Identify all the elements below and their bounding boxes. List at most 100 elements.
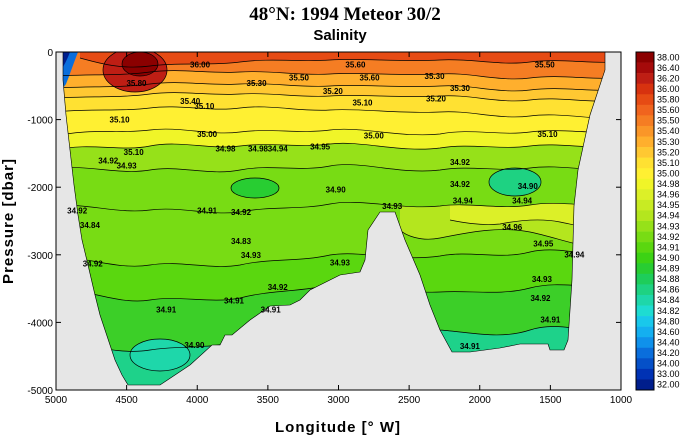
colorbar-label: 34.91 xyxy=(657,242,680,252)
contour-label: 35.10 xyxy=(124,148,145,157)
contour-label: 35.20 xyxy=(323,87,344,96)
contour-label: 35.10 xyxy=(110,115,131,124)
colorbar-label: 34.00 xyxy=(657,359,680,369)
colorbar-swatch xyxy=(636,294,654,306)
cold-corner-inner xyxy=(63,52,70,74)
contour-label: 34.93 xyxy=(382,202,403,211)
colorbar-swatch xyxy=(636,136,654,148)
colorbar-label: 34.20 xyxy=(657,348,680,358)
colorbar-label: 33.00 xyxy=(657,369,680,379)
contour-label: 34.96 xyxy=(502,223,523,232)
salinity-field xyxy=(63,52,605,385)
contour-label: 34.92 xyxy=(450,180,471,189)
contour-label: 34.92 xyxy=(231,208,252,217)
colorbar-label: 34.40 xyxy=(657,337,680,347)
colorbar-swatch xyxy=(636,316,654,327)
chart-subtitle: Salinity xyxy=(313,27,367,44)
colorbar-swatch xyxy=(636,221,654,232)
contour-label: 34.95 xyxy=(533,240,554,249)
colorbar-label: 35.80 xyxy=(657,95,680,105)
colorbar-label: 36.20 xyxy=(657,73,680,83)
colorbar-label: 34.98 xyxy=(657,179,680,189)
y-tick-label: -4000 xyxy=(27,318,53,329)
contour-label: 34.91 xyxy=(224,296,245,305)
hot-core-inner xyxy=(122,52,158,76)
contour-label: 35.20 xyxy=(426,94,447,103)
contour-label: 35.50 xyxy=(535,61,556,70)
colorbar-label: 34.86 xyxy=(657,285,680,295)
colorbar-swatch xyxy=(636,178,654,190)
contour-labels: 36.00 35.60 35.50 35.80 35.30 35.50 35.60 35.30… xyxy=(67,61,585,351)
x-tick-label: 4000 xyxy=(186,395,209,406)
y-tick-label: -2000 xyxy=(27,183,53,194)
contour-label: 34.93 xyxy=(532,275,553,284)
x-tick-label: 1000 xyxy=(610,395,633,406)
colorbar-label: 34.80 xyxy=(657,316,680,326)
colorbar-label: 32.00 xyxy=(657,380,680,390)
x-tick-label: 5000 xyxy=(45,395,68,406)
x-axis-label: Longitude [° W] xyxy=(275,419,401,436)
topography-outline xyxy=(62,52,606,386)
fresh-patch-2 xyxy=(231,178,279,198)
contour-label: 34.93 xyxy=(241,251,262,260)
contour-label: 34.92 xyxy=(268,283,289,292)
colorbar-swatch xyxy=(636,115,654,127)
contour-label: 34.91 xyxy=(261,305,282,314)
colorbar-swatch xyxy=(636,347,654,359)
contour-label: 34.92 xyxy=(450,158,471,167)
contour-label: 34.90 xyxy=(518,182,539,191)
contour-label: 35.10 xyxy=(538,130,559,139)
contour-label: 35.50 xyxy=(289,73,310,82)
colorbar-label: 34.90 xyxy=(657,253,680,263)
colorbar-label: 34.84 xyxy=(657,295,680,305)
colorbar-frame xyxy=(635,51,655,391)
colorbar-swatch xyxy=(636,73,654,84)
contour-label: 34.93 xyxy=(117,161,138,170)
fresh-patch xyxy=(489,168,541,196)
colorbar-label: 34.94 xyxy=(657,211,680,221)
contour-label: 34.90 xyxy=(184,341,205,350)
contour-label: 35.60 xyxy=(345,61,366,70)
contour-label: 34.92 xyxy=(530,294,551,303)
fresh-patch-3 xyxy=(130,339,190,371)
contour-label: 34.84 xyxy=(80,221,101,230)
colorbar-swatch xyxy=(636,358,654,370)
y-tick-label: 0 xyxy=(47,48,53,59)
chart-title: 48°N: 1994 Meteor 30/2 xyxy=(249,4,440,25)
y-axis-ticks: 0 -1000 -2000 -3000 -4000 -5000 xyxy=(27,48,621,397)
colorbar-swatch xyxy=(636,242,654,253)
contour-label: 35.80 xyxy=(126,79,147,88)
contour-label: 34.91 xyxy=(460,342,481,351)
cold-corner xyxy=(63,52,78,92)
colorbar-label: 36.40 xyxy=(657,63,680,73)
colorbar-label: 34.60 xyxy=(657,327,680,337)
colorbar-label: 35.60 xyxy=(657,105,680,115)
colorbar-swatch xyxy=(636,284,654,296)
y-tick-label: -3000 xyxy=(27,251,53,262)
colorbar-label: 35.20 xyxy=(657,147,680,157)
colorbar-swatch xyxy=(636,263,654,275)
colorbar-swatch xyxy=(636,337,654,349)
colorbar-swatch xyxy=(636,125,654,137)
colorbar-swatch xyxy=(636,62,654,74)
contour-label: 34.94 xyxy=(268,144,289,153)
colorbar-swatch xyxy=(636,326,654,338)
contour-label: 34.94 xyxy=(564,251,585,260)
colorbar-swatch xyxy=(636,157,654,169)
contour-label: 35.00 xyxy=(364,132,385,141)
x-tick-label: 4500 xyxy=(116,395,139,406)
contour-label: 34.94 xyxy=(512,196,533,205)
colorbar-swatch xyxy=(636,199,654,211)
colorbar-label: 34.89 xyxy=(657,264,680,274)
contour-label: 34.94 xyxy=(453,196,474,205)
colorbar-label: 36.00 xyxy=(657,84,680,94)
contour-label: 35.30 xyxy=(247,79,268,88)
contour-label: 35.00 xyxy=(197,130,218,139)
contour-label: 35.30 xyxy=(450,84,471,93)
contour-label: 34.91 xyxy=(540,315,561,324)
colorbar-label: 34.88 xyxy=(657,274,680,284)
contour-label: 34.92 xyxy=(98,157,119,166)
x-tick-label: 3500 xyxy=(257,395,280,406)
contour-label: 35.10 xyxy=(352,98,373,107)
